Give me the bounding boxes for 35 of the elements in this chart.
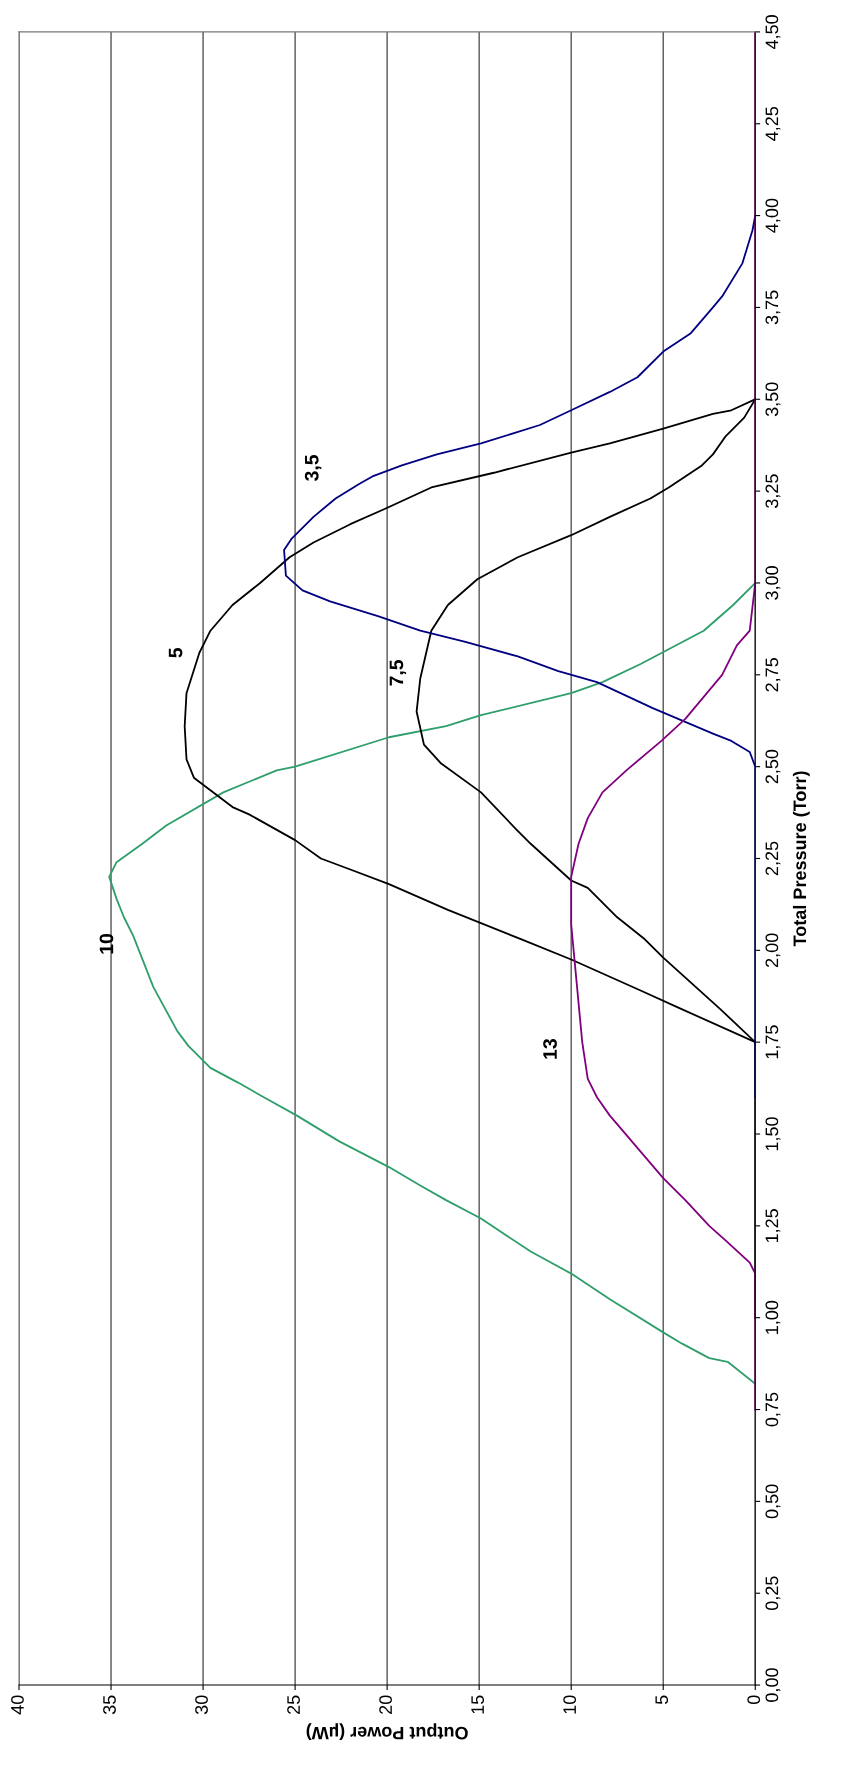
- x-tick-label: 35: [103, 1695, 116, 1715]
- text: 3,5: [304, 454, 322, 481]
- text: 5: [168, 647, 183, 658]
- y-tick-label: 3,25: [765, 474, 781, 508]
- y-tick-label: 1,25: [765, 1209, 781, 1243]
- y-tick-label: 2,75: [765, 657, 781, 692]
- y-tick-label: 3,00: [765, 566, 781, 600]
- y-tick-label: 4,00: [765, 198, 781, 233]
- text: 7,5: [389, 659, 407, 686]
- y-tick-label: 4,25: [765, 106, 781, 141]
- text: 10: [99, 933, 114, 954]
- y-tick-label: 1,00: [765, 1300, 781, 1334]
- y-tick-label: 1,75: [765, 1025, 781, 1059]
- y-axis-title: Total Pressure (Torr): [792, 771, 810, 947]
- x-tick-label: 5: [655, 1695, 669, 1705]
- text: 13: [543, 1039, 557, 1059]
- x-tick-label: 30: [195, 1695, 208, 1715]
- y-tick-label: 2,00: [765, 933, 781, 967]
- x-tick-label: 15: [471, 1695, 485, 1714]
- y-tick-label: 0,00: [765, 1668, 781, 1702]
- y-tick-label: 1,50: [765, 1117, 781, 1151]
- y-tick-label: 0,25: [765, 1576, 781, 1611]
- x-tick-label: 25: [287, 1695, 300, 1714]
- x-axis-title: Output Power (µW): [306, 1723, 468, 1741]
- x-tick-label: 0: [747, 1695, 761, 1705]
- y-tick-label: 0,75: [765, 1392, 781, 1427]
- y-tick-label: 3,50: [765, 382, 781, 417]
- y-tick-label: 0,50: [765, 1484, 781, 1519]
- x-tick-label: 20: [379, 1695, 392, 1714]
- y-tick-label: 4,50: [765, 15, 781, 50]
- y-tick-label: 2,50: [765, 749, 781, 784]
- y-tick-label: 2,25: [765, 841, 781, 876]
- y-tick-label: 3,75: [765, 290, 781, 325]
- x-tick-label: 10: [563, 1695, 577, 1714]
- x-tick-label: 40: [11, 1695, 24, 1715]
